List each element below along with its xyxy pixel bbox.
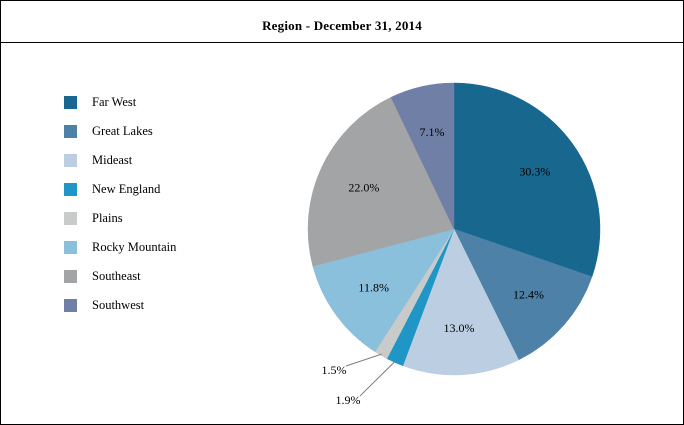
chart-title: Region - December 31, 2014: [262, 18, 422, 33]
slice-value-label-southwest: 7.1%: [420, 125, 445, 139]
legend-swatch-plains: [64, 212, 77, 225]
pie-slice-southeast: [307, 96, 455, 267]
pie-slice-far-west: [453, 82, 601, 278]
slice-value-label-far-west: 30.3%: [519, 164, 550, 178]
slice-value-label-plains: 1.5%: [322, 363, 347, 377]
legend-swatch-new-england: [64, 183, 77, 196]
slice-value-label-new-england: 1.9%: [336, 393, 361, 407]
legend-item-southeast: Southeast: [64, 269, 176, 283]
legend: Far West Great Lakes Mideast New England Pla…: [64, 95, 177, 328]
legend-item-mideast: Mideast: [64, 153, 176, 167]
title-divider: [1, 42, 683, 43]
legend-label-rocky-mountain: Rocky Mountain: [92, 240, 177, 254]
legend-item-southwest: Southwest: [64, 298, 176, 312]
pie-slice-great-lakes: [453, 228, 593, 361]
legend-swatch-southeast: [64, 270, 77, 283]
legend-swatch-mideast: [64, 154, 77, 167]
legend-swatch-far-west: [64, 96, 77, 109]
slice-value-label-mideast: 13.0%: [444, 321, 475, 335]
slice-value-label-southeast: 22.0%: [348, 180, 379, 194]
legend-item-rocky-mountain: Rocky Mountain: [64, 240, 177, 254]
legend-label-southwest: Southwest: [92, 298, 145, 312]
legend-label-far-west: Far West: [92, 95, 137, 109]
pie-slice-rocky-mountain: [312, 228, 455, 353]
legend-label-great-lakes: Great Lakes: [92, 124, 153, 138]
legend-item-plains: Plains: [64, 211, 176, 225]
pie-slice-mideast: [402, 228, 519, 376]
legend-label-plains: Plains: [92, 211, 123, 225]
legend-swatch-great-lakes: [64, 125, 77, 138]
leader-line-new-england: [359, 360, 396, 397]
legend-swatch-rocky-mountain: [64, 241, 77, 254]
slice-value-label-rocky-mountain: 11.8%: [358, 280, 389, 294]
slice-value-label-great-lakes: 12.4%: [513, 288, 544, 302]
legend-label-southeast: Southeast: [92, 269, 141, 283]
legend-swatch-southwest: [64, 299, 77, 312]
legend-item-great-lakes: Great Lakes: [64, 124, 176, 138]
legend-item-new-england: New England: [64, 182, 176, 196]
legend-label-new-england: New England: [92, 182, 161, 196]
legend-label-mideast: Mideast: [92, 153, 133, 167]
pie-slice-southwest: [390, 82, 455, 230]
leader-line-plains: [345, 353, 382, 367]
legend-item-far-west: Far West: [64, 95, 176, 109]
